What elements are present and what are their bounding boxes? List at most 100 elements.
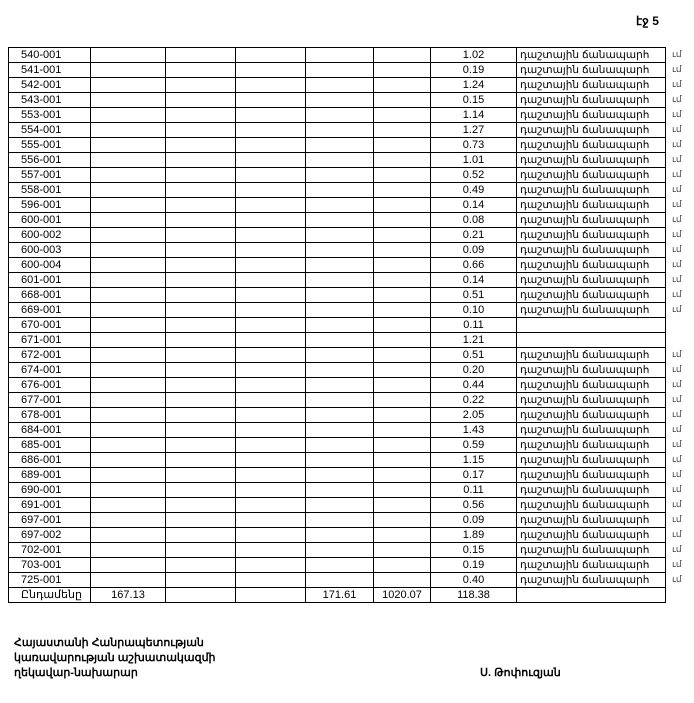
margin-mark: ւմ xyxy=(672,214,682,224)
footer-title: Հայաստանի Հանրապետության կառավարության ա… xyxy=(14,636,216,681)
empty-cell xyxy=(235,62,306,78)
total-c8 xyxy=(516,587,666,603)
empty-cell xyxy=(90,242,166,258)
margin-mark: ւմ xyxy=(672,139,682,149)
empty-cell xyxy=(305,137,374,153)
row-type: դաշտային ճանապարհ xyxy=(516,227,666,243)
row-code: 678-001 xyxy=(8,407,91,423)
row-value: 0.15 xyxy=(430,92,517,108)
empty-cell xyxy=(90,317,166,333)
empty-cell xyxy=(305,407,374,423)
row-value: 0.17 xyxy=(430,467,517,483)
empty-cell xyxy=(165,92,236,108)
total-c7: 118.38 xyxy=(430,587,517,603)
row-value: 1.27 xyxy=(430,122,517,138)
row-type: դաշտային ճանապարհ xyxy=(516,557,666,573)
margin-mark: ւմ xyxy=(672,259,682,269)
margin-mark: ւմ xyxy=(672,544,682,554)
empty-cell xyxy=(305,497,374,513)
row-value: 0.08 xyxy=(430,212,517,228)
empty-cell xyxy=(235,467,306,483)
margin-mark: ւմ xyxy=(672,49,682,59)
empty-cell xyxy=(165,182,236,198)
margin-mark: ւմ xyxy=(672,349,682,359)
row-code: 669-001 xyxy=(8,302,91,318)
empty-cell xyxy=(373,62,431,78)
row-type xyxy=(516,317,666,333)
empty-cell xyxy=(305,197,374,213)
empty-cell xyxy=(305,332,374,348)
empty-cell xyxy=(165,107,236,123)
row-value: 0.49 xyxy=(430,182,517,198)
row-value: 1.02 xyxy=(430,47,517,63)
table-row: 596-001 0.14 դաշտային ճանապարհ xyxy=(8,197,666,213)
row-type: դաշտային ճանապարհ xyxy=(516,482,666,498)
empty-cell xyxy=(165,152,236,168)
empty-cell xyxy=(165,467,236,483)
empty-cell xyxy=(165,257,236,273)
margin-mark: ւմ xyxy=(672,499,682,509)
empty-cell xyxy=(305,362,374,378)
margin-mark: ւմ xyxy=(672,229,682,239)
row-code: 690-001 xyxy=(8,482,91,498)
row-code: 671-001 xyxy=(8,332,91,348)
empty-cell xyxy=(90,572,166,588)
empty-cell xyxy=(235,47,306,63)
empty-cell xyxy=(373,572,431,588)
row-code: 541-001 xyxy=(8,62,91,78)
empty-cell xyxy=(373,422,431,438)
empty-cell xyxy=(305,92,374,108)
table-row: 553-001 1.14 դաշտային ճանապարհ xyxy=(8,107,666,123)
row-type: դաշտային ճանապարհ xyxy=(516,197,666,213)
row-code: 542-001 xyxy=(8,77,91,93)
row-value: 0.11 xyxy=(430,482,517,498)
row-type: դաշտային ճանապարհ xyxy=(516,347,666,363)
empty-cell xyxy=(235,527,306,543)
table-row: 601-001 0.14 դաշտային ճանապարհ xyxy=(8,272,666,288)
empty-cell xyxy=(305,152,374,168)
row-code: 596-001 xyxy=(8,197,91,213)
row-code: 600-003 xyxy=(8,242,91,258)
row-value: 0.51 xyxy=(430,347,517,363)
row-type: դաշտային ճանապարհ xyxy=(516,137,666,153)
empty-cell xyxy=(373,77,431,93)
total-label: Ընդամենը xyxy=(8,587,91,603)
row-value: 0.73 xyxy=(430,137,517,153)
row-type xyxy=(516,332,666,348)
row-code: 725-001 xyxy=(8,572,91,588)
row-code: 540-001 xyxy=(8,47,91,63)
empty-cell xyxy=(373,497,431,513)
empty-cell xyxy=(90,227,166,243)
row-type: դաշտային ճանապարհ xyxy=(516,452,666,468)
signatory-name: Ս. Թոփուզյան xyxy=(480,667,561,679)
empty-cell xyxy=(235,572,306,588)
row-code: 670-001 xyxy=(8,317,91,333)
empty-cell xyxy=(165,287,236,303)
empty-cell xyxy=(373,152,431,168)
empty-cell xyxy=(165,512,236,528)
empty-cell xyxy=(373,107,431,123)
margin-mark: ւմ xyxy=(672,274,682,284)
empty-cell xyxy=(373,302,431,318)
table-row: 600-004 0.66 դաշտային ճանապարհ xyxy=(8,257,666,273)
empty-cell xyxy=(305,317,374,333)
row-code: 691-001 xyxy=(8,497,91,513)
row-type: դաշտային ճանապարհ xyxy=(516,422,666,438)
row-code: 672-001 xyxy=(8,347,91,363)
empty-cell xyxy=(165,542,236,558)
table-row: 668-001 0.51 դաշտային ճանապարհ xyxy=(8,287,666,303)
empty-cell xyxy=(235,257,306,273)
empty-cell xyxy=(373,512,431,528)
empty-cell xyxy=(165,122,236,138)
margin-mark: ւմ xyxy=(672,79,682,89)
row-value: 2.05 xyxy=(430,407,517,423)
empty-cell xyxy=(90,422,166,438)
empty-cell xyxy=(165,527,236,543)
margin-mark: ւմ xyxy=(672,394,682,404)
empty-cell xyxy=(305,182,374,198)
empty-cell xyxy=(90,542,166,558)
table-row: 555-001 0.73 դաշտային ճանապարհ xyxy=(8,137,666,153)
land-table: 540-001 1.02 դաշտային ճանապարհ 541-001 0.19 դ… xyxy=(8,47,666,603)
row-value: 1.01 xyxy=(430,152,517,168)
row-type: դաշտային ճանապարհ xyxy=(516,437,666,453)
